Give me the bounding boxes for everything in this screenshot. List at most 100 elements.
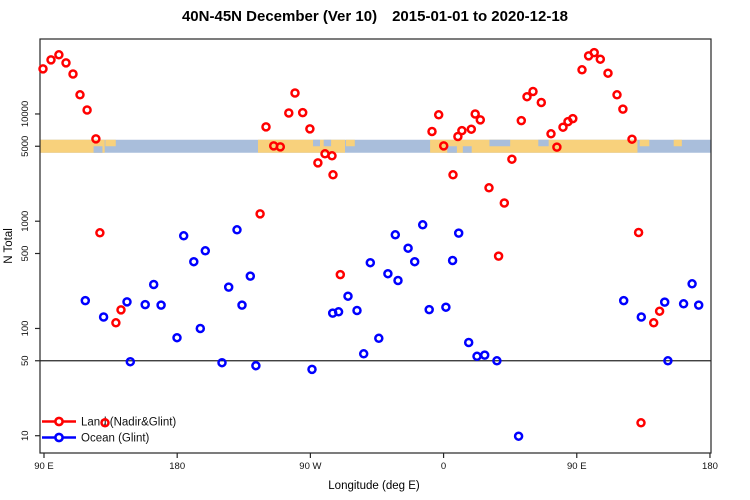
x-tick-label: 90 E [34,461,54,472]
x-axis-label: Longitude (deg E) [328,480,420,492]
land-point [603,68,613,78]
map-band [40,139,711,153]
ocean-point [479,350,490,360]
y-tick-label: 10 [20,430,31,441]
ocean-point [223,282,234,292]
band-ocean-segment [489,139,511,147]
land-point [522,91,532,102]
land-point [275,142,286,152]
ocean-point [195,323,206,334]
land-point [568,113,578,124]
ocean-point [618,295,629,306]
ocean-point [447,255,458,266]
ocean-point [172,332,182,343]
ocean-point [251,360,261,371]
ocean-point [358,349,369,359]
land-point [558,122,568,132]
band-land-segment [40,139,105,153]
land-point [433,110,444,120]
ocean-point [492,356,502,366]
land-point [475,115,486,125]
legend-label: Ocean (Glint) [81,433,150,445]
ocean-point [393,275,403,286]
y-tick-label: 100 [20,321,31,337]
land-point [111,318,121,328]
legend-label: Land (Nadir&Glint) [81,417,176,429]
land-point [654,306,665,316]
land-point [95,228,105,238]
land-point [438,141,449,151]
land-point [484,183,494,193]
land-point [595,54,606,64]
land-point [38,64,48,74]
chart-title-main: 40N-45N December (Ver 10) [181,8,378,25]
land-point [546,129,556,139]
band-ocean-segment [462,146,472,153]
y-tick-label: 5000 [20,136,31,157]
ocean-point [156,300,166,310]
ocean-point [417,220,428,230]
ocean-point [659,297,670,307]
land-point [305,124,315,134]
ocean-point [463,337,474,348]
land-point [457,125,467,136]
y-axis-label: N Total [3,228,15,264]
x-tick-label: 180 [702,461,718,472]
land-point [466,124,477,134]
land-point [82,105,92,115]
ocean-point [403,243,413,253]
band-ocean-segment [447,146,457,153]
ocean-point [678,299,689,309]
land-point [589,47,599,58]
band-land-segment [673,139,682,147]
land-point [313,158,323,168]
ocean-point [232,225,242,235]
legend-marker [54,432,64,443]
land-point [328,170,338,180]
land-point [427,126,437,137]
land-point [284,108,294,118]
band-ocean-segment [93,146,103,153]
ocean-point [217,357,227,368]
land-point [261,122,271,132]
ocean-point [390,230,401,240]
ocean-point [343,291,353,301]
land-point [470,109,480,119]
band-ocean-segment [323,139,332,147]
ocean-point [148,279,159,290]
land-point [648,318,659,328]
y-axis: 10 50 100 500 1000 5000 10000 [20,101,40,441]
land-point [100,418,110,428]
land-point [636,418,646,428]
ocean-point [453,228,464,238]
ocean-point [513,431,524,441]
ocean-point [383,268,393,279]
x-tick-label: 90 W [299,461,321,472]
land-point [290,88,300,98]
band-ocean-segment [538,139,549,147]
land-point [75,90,85,100]
series-ocean [80,220,704,441]
land-point [633,227,644,238]
band-land-segment [105,139,116,147]
chart-title-dates: 2015-01-01 to 2020-12-18 [392,8,569,25]
ocean-point [693,300,704,310]
x-tick-label: 180 [169,461,185,472]
band-land-segment [345,139,355,147]
plot-box [39,38,712,454]
land-point [46,55,56,65]
land-point [516,115,527,126]
band-land-segment [430,139,638,153]
ocean-point [140,299,150,310]
y-tick-label: 500 [20,246,31,262]
ocean-point [409,256,420,267]
land-point [612,90,622,100]
chart-title: 40N-45N December (Ver 10) 2015-01-01 to 2… [0,8,750,25]
land-point [528,86,538,97]
land-point [536,97,547,108]
ocean-point [352,305,362,316]
series-land [38,47,665,428]
ocean-point [178,231,189,241]
